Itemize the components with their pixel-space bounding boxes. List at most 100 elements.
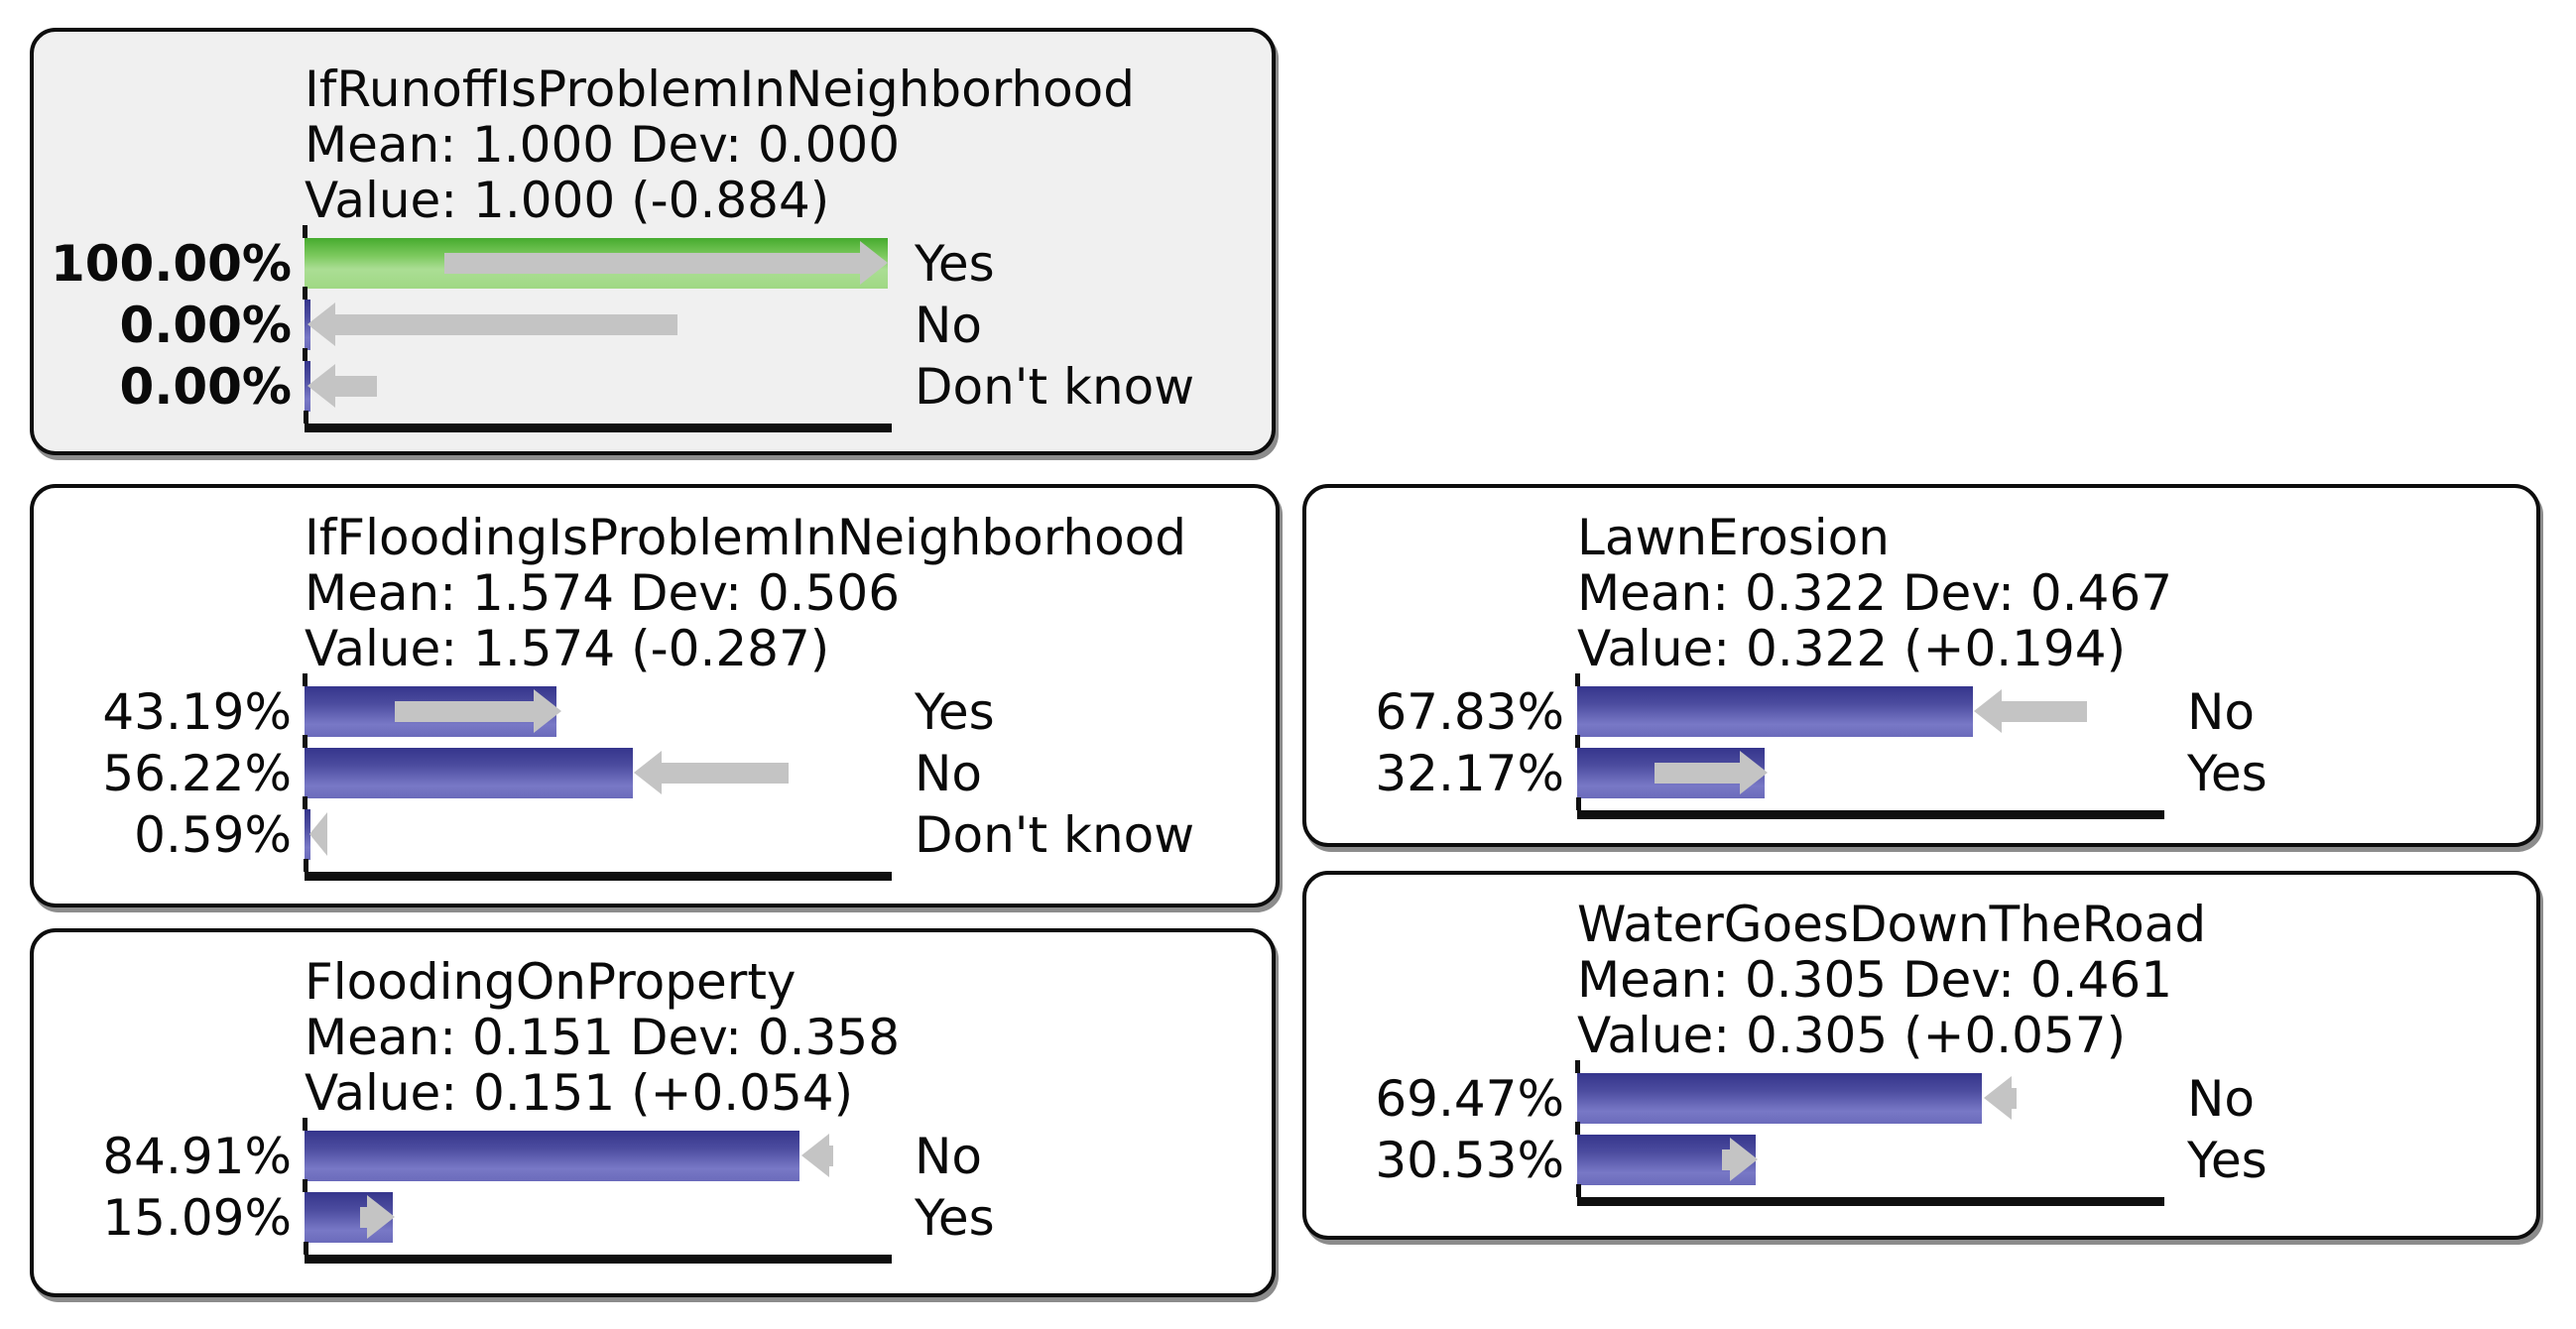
node-header: WaterGoesDownTheRoad Mean: 0.305 Dev: 0.… [1577, 897, 2536, 1063]
node-value: Value: 0.322 (+0.194) [1577, 620, 2127, 677]
node-mean-dev: Mean: 1.574 Dev: 0.506 [305, 564, 900, 622]
belief-bars: 100.00% Yes 0.00% No 0.00% Don't know [34, 225, 1272, 416]
node-IfRunoffIsProblemInNeighborhood[interactable]: IfRunoffIsProblemInNeighborhood Mean: 1.… [30, 28, 1276, 455]
node-LawnErosion[interactable]: LawnErosion Mean: 0.322 Dev: 0.467 Value… [1302, 484, 2540, 847]
belief-change-arrow-right-icon [366, 1195, 395, 1239]
state-label: Yes [915, 1189, 995, 1247]
probability-value: 69.47% [1375, 1070, 1564, 1128]
state-label: Yes [2187, 1132, 2268, 1189]
belief-bars: 67.83% No 32.17% Yes [1306, 673, 2536, 802]
node-title: WaterGoesDownTheRoad [1577, 896, 2207, 953]
belief-change-arrow-shaft [395, 701, 534, 722]
node-WaterGoesDownTheRoad[interactable]: WaterGoesDownTheRoad Mean: 0.305 Dev: 0.… [1302, 871, 2540, 1240]
probability-bar [305, 748, 633, 798]
node-IfFloodingIsProblemInNeighborhood[interactable]: IfFloodingIsProblemInNeighborhood Mean: … [30, 484, 1280, 907]
probability-bar-area[interactable] [303, 348, 888, 412]
state-row-yes[interactable]: 43.19% Yes [34, 673, 1276, 741]
state-row-yes[interactable]: 32.17% Yes [1306, 735, 2536, 802]
probability-value: 67.83% [1375, 683, 1564, 741]
state-row-no[interactable]: 56.22% No [34, 735, 1276, 802]
belief-change-arrow-shaft [334, 314, 678, 335]
node-value: Value: 0.305 (+0.057) [1577, 1007, 2127, 1064]
probability-bar [305, 809, 310, 860]
probability-bar [1577, 1073, 1982, 1124]
node-header: IfRunoffIsProblemInNeighborhood Mean: 1.… [305, 61, 1272, 228]
node-header: LawnErosion Mean: 0.322 Dev: 0.467 Value… [1577, 510, 2536, 676]
probability-bar-area[interactable] [303, 1118, 888, 1181]
state-row-no[interactable]: 67.83% No [1306, 673, 2536, 741]
probability-bar-area[interactable] [1575, 1122, 2160, 1185]
belief-bars: 84.91% No 15.09% Yes [34, 1118, 1272, 1247]
node-title: IfFloodingIsProblemInNeighborhood [305, 509, 1186, 566]
node-title: LawnErosion [1577, 509, 1890, 566]
state-row-yes[interactable]: 15.09% Yes [34, 1179, 1272, 1247]
belief-change-arrow-right-icon [1729, 1138, 1758, 1181]
belief-change-arrow-shaft [828, 1146, 833, 1166]
belief-bars: 69.47% No 30.53% Yes [1306, 1060, 2536, 1189]
probability-bar-area[interactable] [1575, 1060, 2160, 1124]
probability-value: 0.00% [119, 358, 292, 416]
belief-change-arrow-left-icon [307, 302, 335, 346]
probability-bar-area[interactable] [1575, 673, 2160, 737]
node-mean-dev: Mean: 0.322 Dev: 0.467 [1577, 564, 2172, 622]
state-label: No [915, 297, 982, 354]
belief-change-arrow-left-icon [1983, 1076, 2012, 1120]
node-value: Value: 0.151 (+0.054) [305, 1064, 854, 1122]
state-label: No [2187, 683, 2255, 741]
belief-change-arrow-right-icon [1739, 751, 1768, 794]
probability-bar-area[interactable] [303, 673, 888, 737]
state-row-don-t-know[interactable]: 0.59% Don't know [34, 796, 1276, 864]
state-row-no[interactable]: 84.91% No [34, 1118, 1272, 1185]
node-mean-dev: Mean: 0.151 Dev: 0.358 [305, 1009, 900, 1066]
belief-change-arrow-shaft [2002, 701, 2088, 722]
probability-bar-area[interactable] [1575, 735, 2160, 798]
probability-bar [305, 1131, 799, 1181]
belief-change-arrow-shaft [2011, 1088, 2017, 1109]
belief-change-arrow-shaft [360, 1207, 367, 1228]
belief-change-arrow-shaft [662, 763, 790, 784]
probability-bar [1577, 686, 1973, 737]
belief-change-arrow-left-icon [634, 751, 663, 794]
state-label: No [2187, 1070, 2255, 1128]
axis-baseline [304, 1242, 892, 1264]
probability-value: 15.09% [102, 1189, 292, 1247]
state-row-don-t-know[interactable]: 0.00% Don't know [34, 348, 1272, 416]
probability-value: 43.19% [102, 683, 292, 741]
state-row-no[interactable]: 69.47% No [1306, 1060, 2536, 1128]
belief-bars: 43.19% Yes 56.22% No 0.59% Don't know [34, 673, 1276, 864]
probability-bar-area[interactable] [303, 287, 888, 350]
axis-baseline [1576, 1184, 2164, 1206]
node-mean-dev: Mean: 1.000 Dev: 0.000 [305, 116, 900, 174]
probability-value: 56.22% [102, 745, 292, 802]
axis-baseline [1576, 797, 2164, 819]
probability-value: 0.59% [134, 806, 292, 864]
axis-baseline [304, 411, 892, 432]
state-row-yes[interactable]: 30.53% Yes [1306, 1122, 2536, 1189]
probability-bar-area[interactable] [303, 1179, 888, 1243]
belief-change-arrow-shaft [334, 376, 378, 397]
probability-value: 30.53% [1375, 1132, 1564, 1189]
belief-change-arrow-shaft [1722, 1149, 1730, 1170]
probability-value: 32.17% [1375, 745, 1564, 802]
state-label: Yes [915, 235, 995, 293]
node-title: FloodingOnProperty [305, 953, 797, 1011]
node-value: Value: 1.574 (-0.287) [305, 620, 830, 677]
probability-bar-area[interactable] [303, 225, 888, 289]
state-row-no[interactable]: 0.00% No [34, 287, 1272, 354]
belief-change-arrow-shaft [444, 253, 860, 274]
probability-bar-area[interactable] [303, 735, 888, 798]
node-FloodingOnProperty[interactable]: FloodingOnProperty Mean: 0.151 Dev: 0.35… [30, 928, 1276, 1297]
probability-value: 84.91% [102, 1128, 292, 1185]
belief-change-arrow-left-icon [800, 1134, 829, 1177]
belief-change-arrow-shaft [1655, 763, 1740, 784]
probability-value: 100.00% [50, 235, 292, 293]
probability-value: 0.00% [119, 297, 292, 354]
state-label: Yes [2187, 745, 2268, 802]
axis-baseline [304, 859, 892, 881]
state-label: Don't know [915, 358, 1195, 416]
node-title: IfRunoffIsProblemInNeighborhood [305, 60, 1136, 118]
probability-bar-area[interactable] [303, 796, 888, 860]
state-label: No [915, 745, 982, 802]
state-row-yes[interactable]: 100.00% Yes [34, 225, 1272, 293]
state-label: Don't know [915, 806, 1195, 864]
